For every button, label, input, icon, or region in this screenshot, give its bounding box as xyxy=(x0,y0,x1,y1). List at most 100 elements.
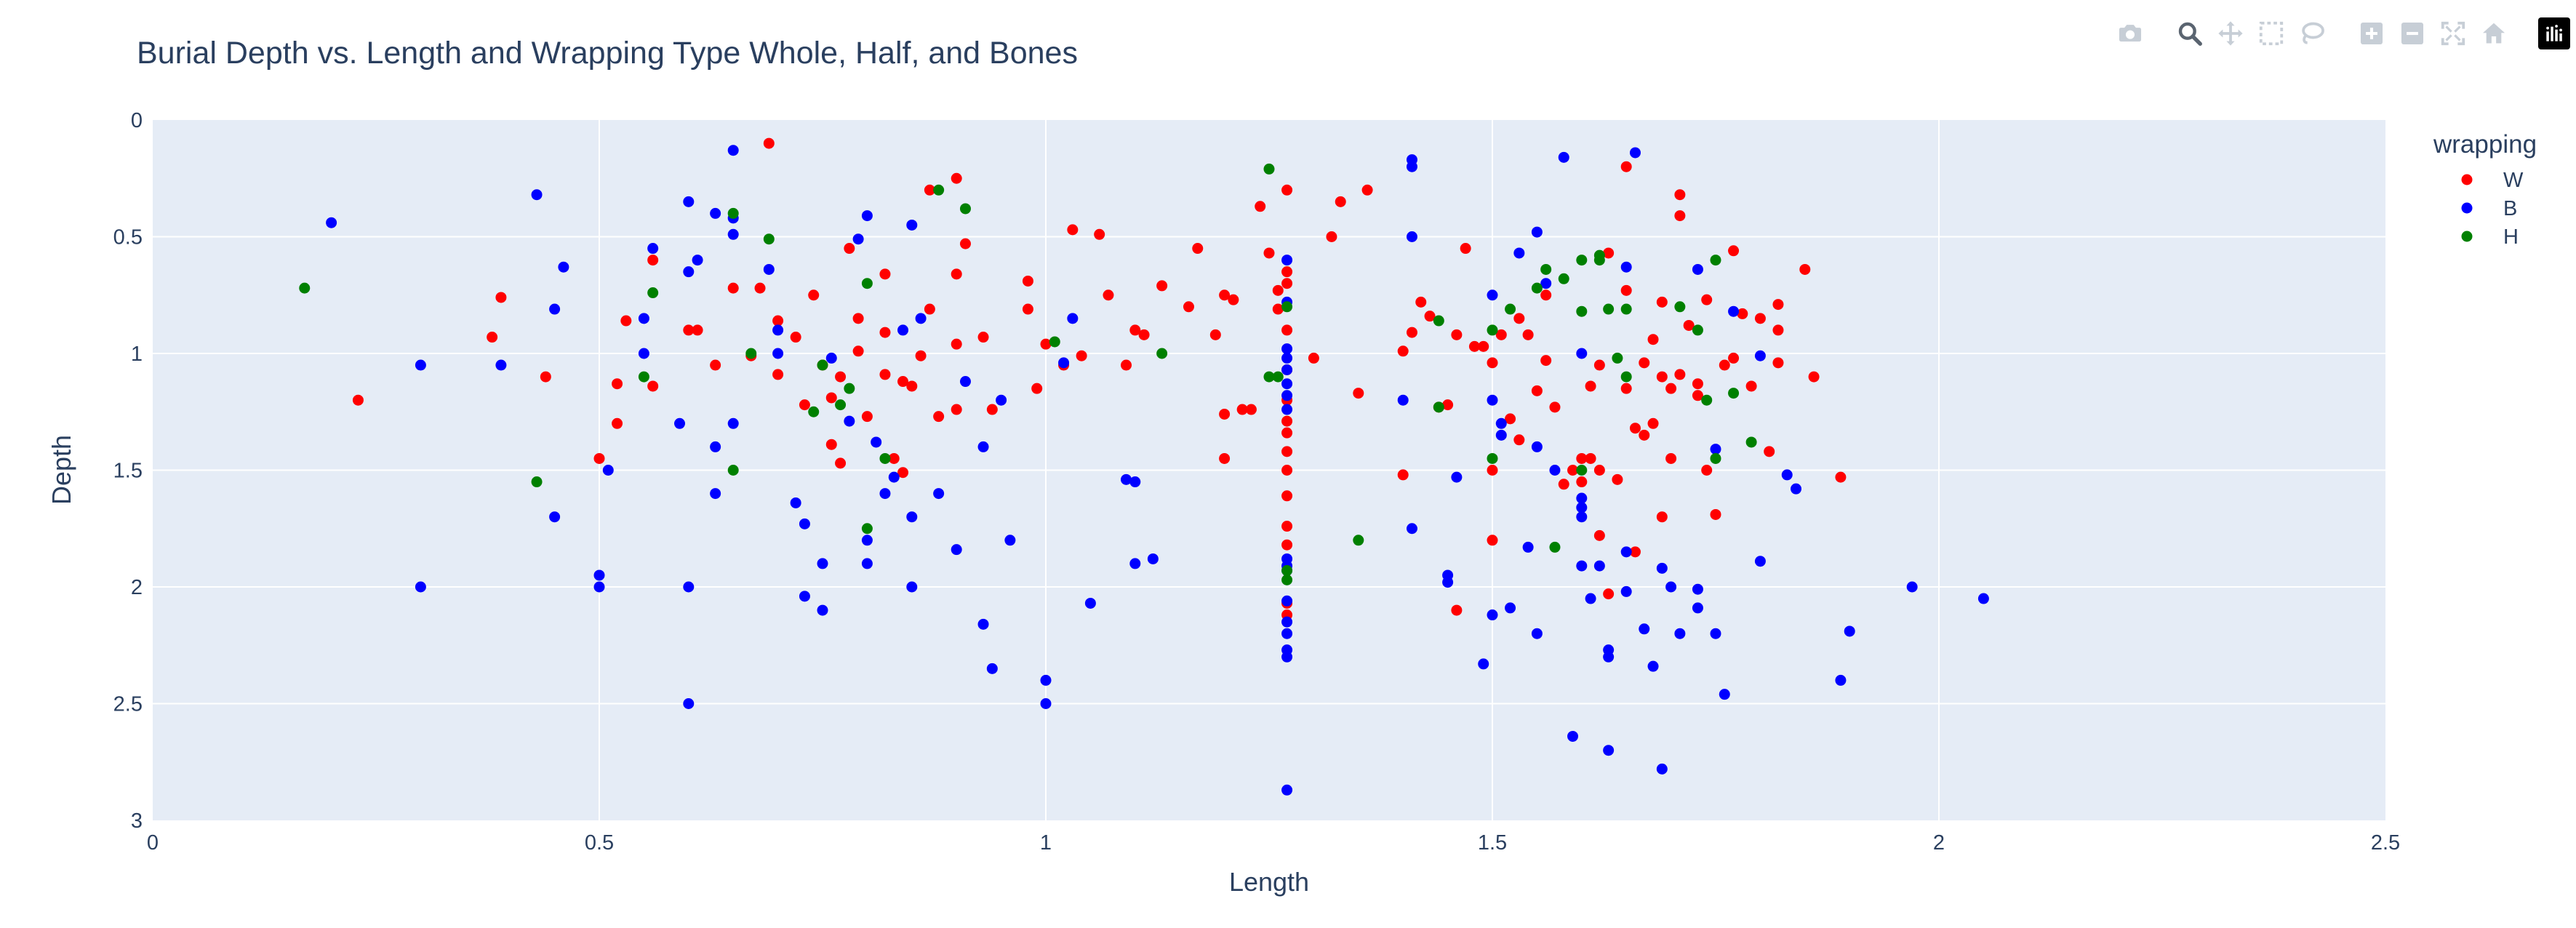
data-point[interactable] xyxy=(1728,352,1740,364)
legend-item-B[interactable]: B xyxy=(2461,197,2518,220)
data-point[interactable] xyxy=(977,441,989,452)
data-point[interactable] xyxy=(1397,469,1409,481)
data-point[interactable] xyxy=(683,196,695,207)
data-point[interactable] xyxy=(1844,625,1855,637)
data-point[interactable] xyxy=(1754,350,1766,361)
data-point[interactable] xyxy=(1049,336,1060,348)
data-point[interactable] xyxy=(1567,730,1579,742)
data-point[interactable] xyxy=(1692,324,1703,336)
data-point[interactable] xyxy=(915,350,927,361)
data-point[interactable] xyxy=(1692,263,1703,275)
data-point[interactable] xyxy=(986,663,998,674)
data-point[interactable] xyxy=(727,282,739,294)
data-point[interactable] xyxy=(1629,147,1641,159)
data-point[interactable] xyxy=(861,411,873,423)
data-point[interactable] xyxy=(1791,483,1802,495)
data-point[interactable] xyxy=(888,471,900,483)
data-point[interactable] xyxy=(1710,255,1721,266)
data-point[interactable] xyxy=(593,452,605,464)
data-point[interactable] xyxy=(1281,490,1293,502)
data-point[interactable] xyxy=(1977,593,1989,604)
data-point[interactable] xyxy=(871,436,882,448)
data-point[interactable] xyxy=(1656,371,1668,383)
data-point[interactable] xyxy=(1737,308,1748,319)
data-point[interactable] xyxy=(951,338,962,350)
data-point[interactable] xyxy=(1513,434,1525,446)
data-point[interactable] xyxy=(1442,399,1454,411)
data-point[interactable] xyxy=(1022,275,1033,287)
data-point[interactable] xyxy=(906,380,918,392)
data-point[interactable] xyxy=(817,359,828,371)
data-point[interactable] xyxy=(1620,284,1632,296)
data-point[interactable] xyxy=(1460,243,1471,255)
data-point[interactable] xyxy=(1576,511,1588,523)
data-point[interactable] xyxy=(915,313,927,324)
data-point[interactable] xyxy=(647,380,659,392)
data-point[interactable] xyxy=(1281,364,1293,375)
data-point[interactable] xyxy=(906,219,918,231)
data-point[interactable] xyxy=(1603,303,1615,315)
zoom-in-icon[interactable] xyxy=(2356,18,2387,49)
data-point[interactable] xyxy=(1710,508,1721,520)
data-point[interactable] xyxy=(897,324,909,336)
data-point[interactable] xyxy=(1576,465,1588,476)
data-point[interactable] xyxy=(1040,338,1052,350)
data-point[interactable] xyxy=(977,332,989,343)
data-point[interactable] xyxy=(1103,289,1114,301)
data-point[interactable] xyxy=(1620,261,1632,273)
data-point[interactable] xyxy=(933,411,945,423)
data-point[interactable] xyxy=(1576,560,1588,572)
data-point[interactable] xyxy=(1612,473,1623,485)
data-point[interactable] xyxy=(1076,350,1087,361)
data-point[interactable] xyxy=(1478,340,1489,352)
data-point[interactable] xyxy=(772,324,784,336)
data-point[interactable] xyxy=(1674,301,1686,313)
data-point[interactable] xyxy=(1593,529,1605,541)
zoom-out-icon[interactable] xyxy=(2397,18,2428,49)
data-point[interactable] xyxy=(638,348,649,359)
data-point[interactable] xyxy=(1255,201,1266,212)
data-point[interactable] xyxy=(835,399,847,411)
data-point[interactable] xyxy=(1281,404,1293,415)
data-point[interactable] xyxy=(1728,388,1740,399)
data-point[interactable] xyxy=(1406,161,1417,172)
data-point[interactable] xyxy=(1433,315,1444,327)
data-point[interactable] xyxy=(612,378,623,390)
data-point[interactable] xyxy=(1656,562,1668,574)
data-point[interactable] xyxy=(1281,184,1293,196)
data-point[interactable] xyxy=(1245,404,1257,415)
data-point[interactable] xyxy=(1004,535,1016,546)
data-point[interactable] xyxy=(1585,593,1596,604)
data-point[interactable] xyxy=(799,399,810,411)
data-point[interactable] xyxy=(1415,296,1427,308)
data-point[interactable] xyxy=(1558,479,1569,490)
data-point[interactable] xyxy=(897,467,909,479)
data-point[interactable] xyxy=(825,352,837,364)
data-point[interactable] xyxy=(1620,303,1632,315)
data-point[interactable] xyxy=(1031,383,1043,394)
data-point[interactable] xyxy=(1639,429,1650,441)
data-point[interactable] xyxy=(754,282,766,294)
data-point[interactable] xyxy=(1236,404,1248,415)
data-point[interactable] xyxy=(924,184,935,196)
data-point[interactable] xyxy=(1647,417,1659,429)
data-point[interactable] xyxy=(495,292,507,303)
data-point[interactable] xyxy=(1156,280,1168,292)
data-point[interactable] xyxy=(861,558,873,569)
data-point[interactable] xyxy=(531,189,543,201)
data-point[interactable] xyxy=(1558,273,1569,284)
data-point[interactable] xyxy=(1281,784,1293,796)
data-point[interactable] xyxy=(1272,284,1284,296)
data-point[interactable] xyxy=(1585,380,1596,392)
data-point[interactable] xyxy=(1281,324,1293,336)
data-point[interactable] xyxy=(1603,588,1615,600)
data-point[interactable] xyxy=(674,417,686,429)
data-point[interactable] xyxy=(1263,371,1275,383)
data-point[interactable] xyxy=(487,332,498,343)
data-point[interactable] xyxy=(1272,303,1284,315)
data-point[interactable] xyxy=(1513,313,1525,324)
data-point[interactable] xyxy=(977,618,989,630)
data-point[interactable] xyxy=(1487,535,1498,546)
data-point[interactable] xyxy=(1281,465,1293,476)
data-point[interactable] xyxy=(799,591,810,602)
